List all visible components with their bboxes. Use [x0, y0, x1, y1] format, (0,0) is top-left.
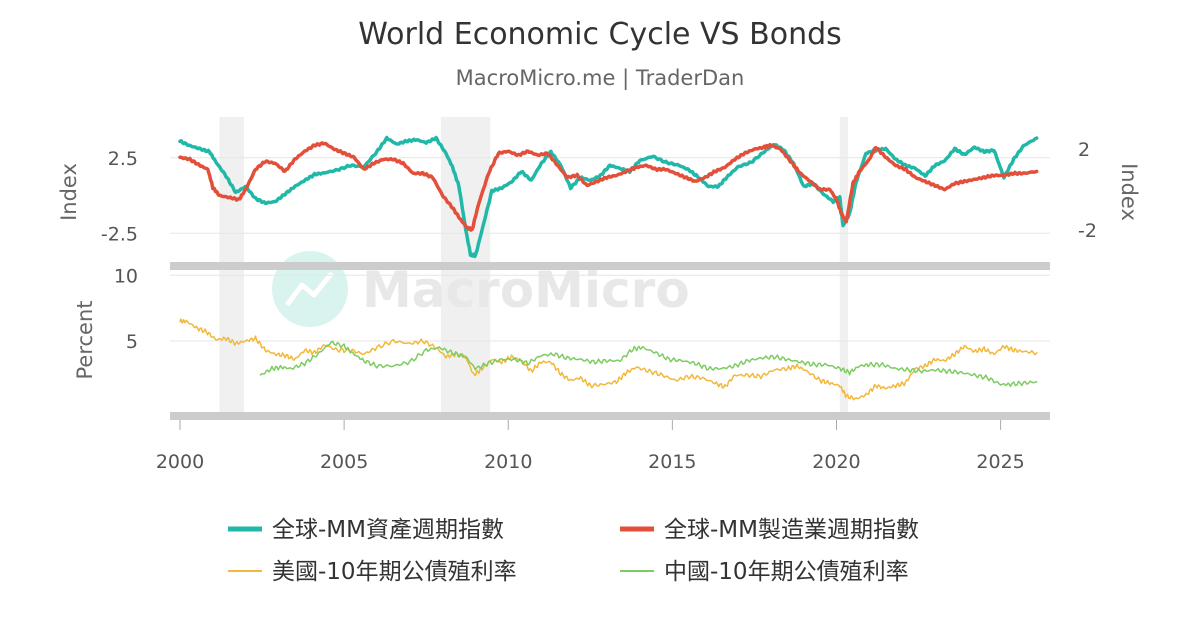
series-line-top-0 — [178, 135, 1039, 259]
legend-label-us-10y: 美國-10年期公債殖利率 — [272, 559, 517, 585]
x-tick-label-2000: 2000 — [156, 451, 204, 473]
series-line-top-1 — [178, 141, 1039, 232]
watermark-logo-mark — [285, 271, 334, 307]
series-line-bottom-1 — [259, 340, 1038, 388]
bottom-panel-bottom-border — [170, 412, 1050, 420]
top-left-tick-label: -2.5 — [101, 223, 138, 245]
top-left-axis-title: Index — [57, 163, 81, 221]
x-tick-label-2010: 2010 — [484, 451, 532, 473]
watermark-text: MacroMicro — [362, 261, 690, 319]
top-panel-bottom-border — [170, 262, 1050, 270]
bottom-left-tick-label: 5 — [126, 331, 138, 353]
series-lines — [178, 135, 1039, 401]
x-tick-label-2025: 2025 — [976, 451, 1024, 473]
x-tick-label-2005: 2005 — [320, 451, 368, 473]
gridlines — [170, 157, 1050, 342]
series-line-bottom-0 — [179, 318, 1038, 401]
legend: 全球-MM資產週期指數 全球-MM製造業週期指數 美國-10年期公債殖利率 中國… — [228, 517, 919, 585]
legend-item-us-10y[interactable]: 美國-10年期公債殖利率 — [228, 559, 517, 585]
legend-label-asset-cycle: 全球-MM資產週期指數 — [272, 517, 504, 543]
top-right-tick-label: -2 — [1078, 220, 1097, 242]
x-tick-label-2020: 2020 — [812, 451, 860, 473]
top-left-tick-label: 2.5 — [108, 148, 138, 170]
x-tick-label-2015: 2015 — [648, 451, 696, 473]
chart-subtitle: MacroMicro.me | TraderDan — [456, 66, 745, 91]
panel-dividers — [170, 262, 1050, 420]
legend-item-china-10y[interactable]: 中國-10年期公債殖利率 — [620, 559, 909, 585]
watermark: MacroMicro — [272, 251, 690, 327]
legend-label-china-10y: 中國-10年期公債殖利率 — [664, 559, 909, 585]
legend-label-manufacturing-cycle: 全球-MM製造業週期指數 — [664, 517, 919, 543]
bottom-left-axis-title: Percent — [73, 300, 97, 379]
top-right-axis-title: Index — [1117, 163, 1141, 221]
bottom-left-tick-label: 10 — [114, 265, 138, 287]
axis-ticks: 2.5 -2.5 2 -2 10 5 2000 2005 2010 2015 2020 2025 — [101, 139, 1097, 473]
legend-item-manufacturing-cycle[interactable]: 全球-MM製造業週期指數 — [620, 517, 919, 543]
legend-item-asset-cycle[interactable]: 全球-MM資產週期指數 — [228, 517, 504, 543]
top-right-tick-label: 2 — [1078, 139, 1090, 161]
chart-title: World Economic Cycle VS Bonds — [358, 17, 842, 52]
